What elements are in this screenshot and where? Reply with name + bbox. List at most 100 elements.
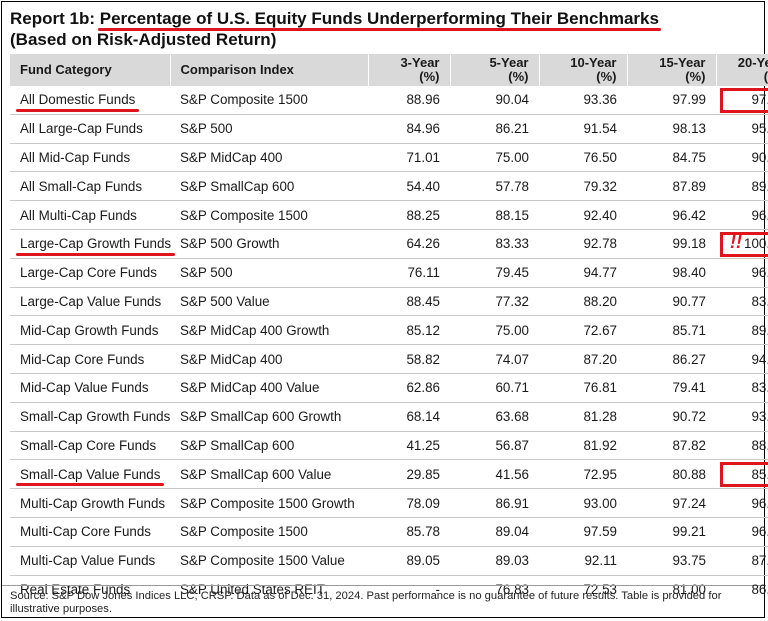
5-year-value-cell: 57.78 (450, 171, 539, 202)
5-year-value-cell: 75.00 (450, 143, 539, 173)
header-3-year: 3-Year (%) (367, 54, 450, 86)
fund-category-label: Multi-Cap Value Funds (20, 553, 156, 569)
3-year-value-cell: 29.85 (368, 459, 450, 490)
table-row: Small-Cap Value Funds S&P SmallCap 600 Va… (10, 459, 768, 490)
value-text: 83.72 (751, 380, 768, 396)
20-year-value-cell: 86.42 (716, 575, 768, 603)
footnote-divider (2, 585, 766, 586)
header-period-label: 15-Year (659, 55, 706, 70)
5-year-value-cell: 86.91 (450, 488, 539, 518)
10-year-value-cell: 79.32 (539, 171, 627, 202)
5-year-value-cell: 88.15 (450, 200, 539, 230)
10-year-value-cell: 76.50 (539, 143, 627, 173)
10-year-value-cell: 92.11 (539, 546, 627, 576)
highlight-box (720, 231, 768, 257)
title-underline (97, 28, 661, 31)
15-year-value-cell: 97.99 (627, 86, 716, 115)
category-underline (16, 252, 175, 256)
value-text: 83.26 (751, 293, 768, 309)
15-year-value-cell: 98.40 (627, 258, 716, 288)
15-year-value-cell: 86.27 (627, 344, 716, 374)
value-text: 96.33 (751, 265, 768, 281)
fund-category-cell: Small-Cap Growth Funds (10, 402, 170, 432)
value-text: 89.89 (751, 322, 768, 338)
20-year-value-cell: 96.88 (716, 488, 768, 518)
fund-category-label: Multi-Cap Growth Funds (20, 495, 166, 511)
10-year-value-cell: 92.78 (539, 229, 627, 259)
fund-category-label: All Domestic Funds (20, 92, 136, 108)
table-row: All Domestic Funds S&P Composite 1500 88.9… (10, 86, 768, 115)
20-year-value-cell: 97.26 (716, 86, 768, 115)
comparison-index-cell: S&P Composite 1500 (170, 200, 368, 230)
table-header-row: Fund Category Comparison Index 3-Year (%) 5-… (10, 54, 768, 86)
3-year-value-cell: 41.25 (368, 431, 450, 461)
table-row: Multi-Cap Value Funds S&P Composite 1500 … (10, 546, 768, 576)
10-year-value-cell: 94.77 (539, 258, 627, 288)
fund-category-label: Multi-Cap Core Funds (20, 524, 151, 540)
10-year-value-cell: 72.67 (539, 315, 627, 346)
5-year-value-cell: 89.04 (450, 517, 539, 547)
value-text: 93.97 (751, 409, 768, 425)
5-year-value-cell: 79.45 (450, 258, 539, 288)
fund-category-cell: All Small-Cap Funds (10, 171, 170, 202)
table-row: All Multi-Cap Funds S&P Composite 1500 88.… (10, 200, 768, 230)
5-year-value-cell: 77.32 (450, 287, 539, 317)
comparison-index-cell: S&P 500 Growth (170, 229, 368, 259)
header-unit-label: (%) (685, 69, 706, 84)
value-text: 86.42 (751, 581, 768, 597)
5-year-value-cell: 41.56 (450, 459, 539, 490)
15-year-value-cell: 90.72 (627, 402, 716, 432)
fund-category-cell: Multi-Cap Growth Funds (10, 488, 170, 518)
3-year-value-cell: 54.40 (368, 171, 450, 202)
table-row: All Large-Cap Funds S&P 500 84.96 86.21 91.5… (10, 114, 768, 144)
20-year-value-cell: 95.48 (716, 114, 768, 144)
20-year-value-cell: 83.72 (716, 373, 768, 403)
comparison-index-cell: S&P MidCap 400 Growth (170, 315, 368, 346)
3-year-value-cell: 84.96 (368, 114, 450, 144)
5-year-value-cell: 83.33 (450, 229, 539, 259)
table-row: All Small-Cap Funds S&P SmallCap 600 54.40… (10, 171, 768, 202)
comparison-index-cell: S&P MidCap 400 (170, 143, 368, 173)
20-year-value-cell: 87.50 (716, 546, 768, 576)
value-text: 88.54 (751, 437, 768, 453)
5-year-value-cell: 63.68 (450, 402, 539, 432)
highlight-box (720, 88, 768, 113)
15-year-value-cell: 98.13 (627, 114, 716, 144)
5-year-value-cell: 86.21 (450, 114, 539, 144)
header-unit-label: (%) (508, 69, 529, 84)
20-year-value-cell: 93.97 (716, 402, 768, 432)
table-row: Multi-Cap Core Funds S&P Composite 1500 85… (10, 517, 768, 547)
5-year-value-cell: 75.00 (450, 315, 539, 346)
fund-category-cell: All Large-Cap Funds (10, 114, 170, 144)
header-period-label: 10-Year (570, 55, 617, 70)
20-year-value-cell: 88.54 (716, 431, 768, 461)
20-year-value-cell: !!100.00 (716, 229, 768, 259)
fund-category-cell: All Mid-Cap Funds (10, 143, 170, 173)
fund-category-cell: Large-Cap Growth Funds (10, 229, 175, 259)
10-year-value-cell: 97.59 (539, 517, 627, 547)
10-year-value-cell: 93.00 (539, 488, 627, 518)
value-text: 89.08 (751, 178, 768, 194)
header-unit-label: (%) (419, 69, 440, 84)
comparison-index-cell: S&P SmallCap 600 (170, 431, 368, 461)
value-text: 96.88 (751, 495, 768, 511)
header-comparison-index: Comparison Index (169, 54, 368, 86)
fund-category-label: Large-Cap Growth Funds (20, 236, 172, 252)
value-text: 94.31 (751, 351, 768, 367)
3-year-value-cell: 71.01 (368, 143, 450, 173)
20-year-value-cell: 96.33 (716, 258, 768, 288)
fund-category-cell: Mid-Cap Core Funds (10, 344, 170, 374)
fund-category-label: All Multi-Cap Funds (20, 207, 137, 223)
table-row: Small-Cap Core Funds S&P SmallCap 600 41.2… (10, 431, 768, 461)
report-title: Report 1b: Percentage of U.S. Equity Fun… (10, 8, 661, 31)
10-year-value-cell: 87.20 (539, 344, 627, 374)
20-year-value-cell: 90.68 (716, 143, 768, 173)
fund-category-cell: Large-Cap Value Funds (10, 287, 170, 317)
value-text: 96.76 (751, 524, 768, 540)
value-text: 96.63 (751, 207, 768, 223)
5-year-value-cell: 56.87 (450, 431, 539, 461)
fund-category-label: All Mid-Cap Funds (20, 149, 131, 165)
20-year-value-cell: 96.63 (716, 200, 768, 230)
fund-category-label: Small-Cap Value Funds (20, 466, 161, 482)
fund-category-label: Mid-Cap Value Funds (20, 380, 149, 396)
